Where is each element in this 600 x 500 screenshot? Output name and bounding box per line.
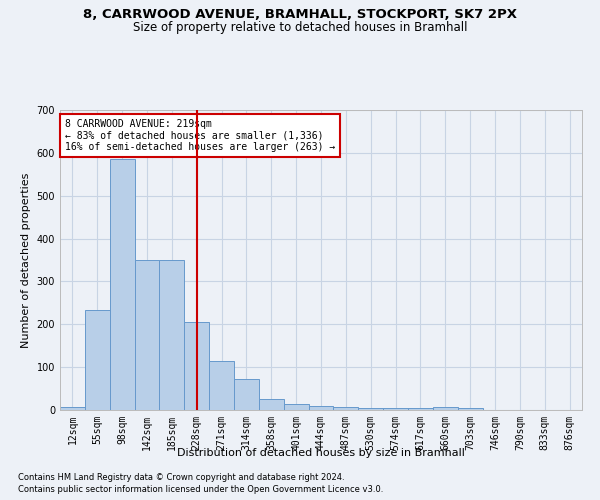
Bar xyxy=(383,408,408,410)
Bar xyxy=(184,322,209,410)
Bar xyxy=(308,406,334,410)
Text: Distribution of detached houses by size in Bramhall: Distribution of detached houses by size … xyxy=(177,448,465,458)
Bar xyxy=(358,408,383,410)
Bar xyxy=(134,260,160,410)
Text: Size of property relative to detached houses in Bramhall: Size of property relative to detached ho… xyxy=(133,21,467,34)
Bar xyxy=(334,406,358,410)
Bar xyxy=(458,408,482,410)
Text: 8, CARRWOOD AVENUE, BRAMHALL, STOCKPORT, SK7 2PX: 8, CARRWOOD AVENUE, BRAMHALL, STOCKPORT,… xyxy=(83,8,517,20)
Bar xyxy=(85,310,110,410)
Bar xyxy=(234,379,259,410)
Bar xyxy=(60,406,85,410)
Bar xyxy=(284,404,308,410)
Bar xyxy=(160,260,184,410)
Y-axis label: Number of detached properties: Number of detached properties xyxy=(21,172,31,348)
Bar xyxy=(209,360,234,410)
Bar xyxy=(110,160,134,410)
Bar xyxy=(433,406,458,410)
Text: Contains public sector information licensed under the Open Government Licence v3: Contains public sector information licen… xyxy=(18,485,383,494)
Text: 8 CARRWOOD AVENUE: 219sqm
← 83% of detached houses are smaller (1,336)
16% of se: 8 CARRWOOD AVENUE: 219sqm ← 83% of detac… xyxy=(65,119,335,152)
Bar xyxy=(408,408,433,410)
Bar xyxy=(259,400,284,410)
Text: Contains HM Land Registry data © Crown copyright and database right 2024.: Contains HM Land Registry data © Crown c… xyxy=(18,472,344,482)
